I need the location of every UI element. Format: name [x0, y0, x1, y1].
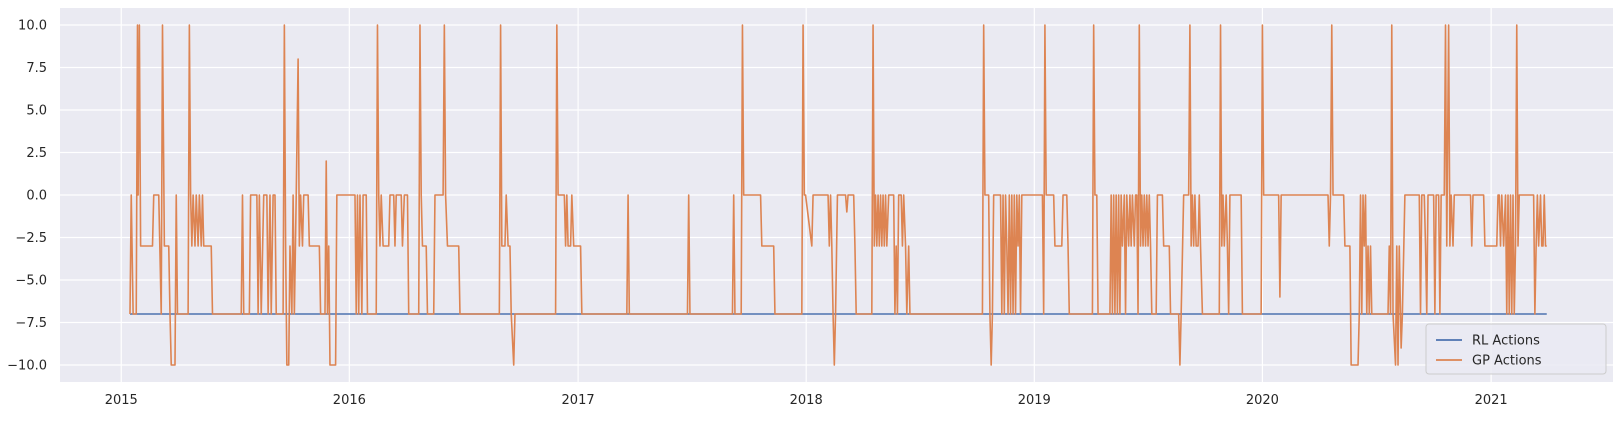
y-tick-label: −2.5: [15, 231, 47, 246]
x-tick-label: 2021: [1475, 393, 1508, 408]
x-tick-label: 2016: [333, 393, 366, 408]
x-tick-label: 2018: [790, 393, 823, 408]
y-tick-label: 5.0: [26, 104, 47, 119]
y-tick-label: 10.0: [18, 19, 47, 34]
y-tick-label: −10.0: [7, 359, 47, 374]
rl-legend-label: RL Actions: [1472, 334, 1540, 349]
x-tick-label: 2020: [1246, 393, 1279, 408]
y-axis-tick-labels: 10.0 7.5 5.0 2.5 0.0 −2.5 −5.0 −7.5 −10.0: [7, 19, 47, 374]
y-tick-label: 2.5: [26, 146, 47, 161]
y-tick-label: −5.0: [15, 274, 47, 289]
gp-actions-line: [129, 24, 1547, 366]
y-tick-label: −7.5: [15, 316, 47, 331]
y-tick-label: 0.0: [26, 189, 47, 204]
legend-box: [1425, 323, 1607, 375]
legend: RL Actions GP Actions: [1425, 323, 1607, 375]
x-axis-tick-labels: 2015 2016 2017 2018 2019 2020 2021: [105, 393, 1508, 408]
series-layer: [129, 24, 1547, 366]
x-tick-label: 2017: [562, 393, 595, 408]
y-tick-label: 7.5: [26, 61, 47, 76]
gp-legend-label: GP Actions: [1472, 354, 1542, 369]
x-tick-label: 2019: [1018, 393, 1051, 408]
x-tick-label: 2015: [105, 393, 138, 408]
